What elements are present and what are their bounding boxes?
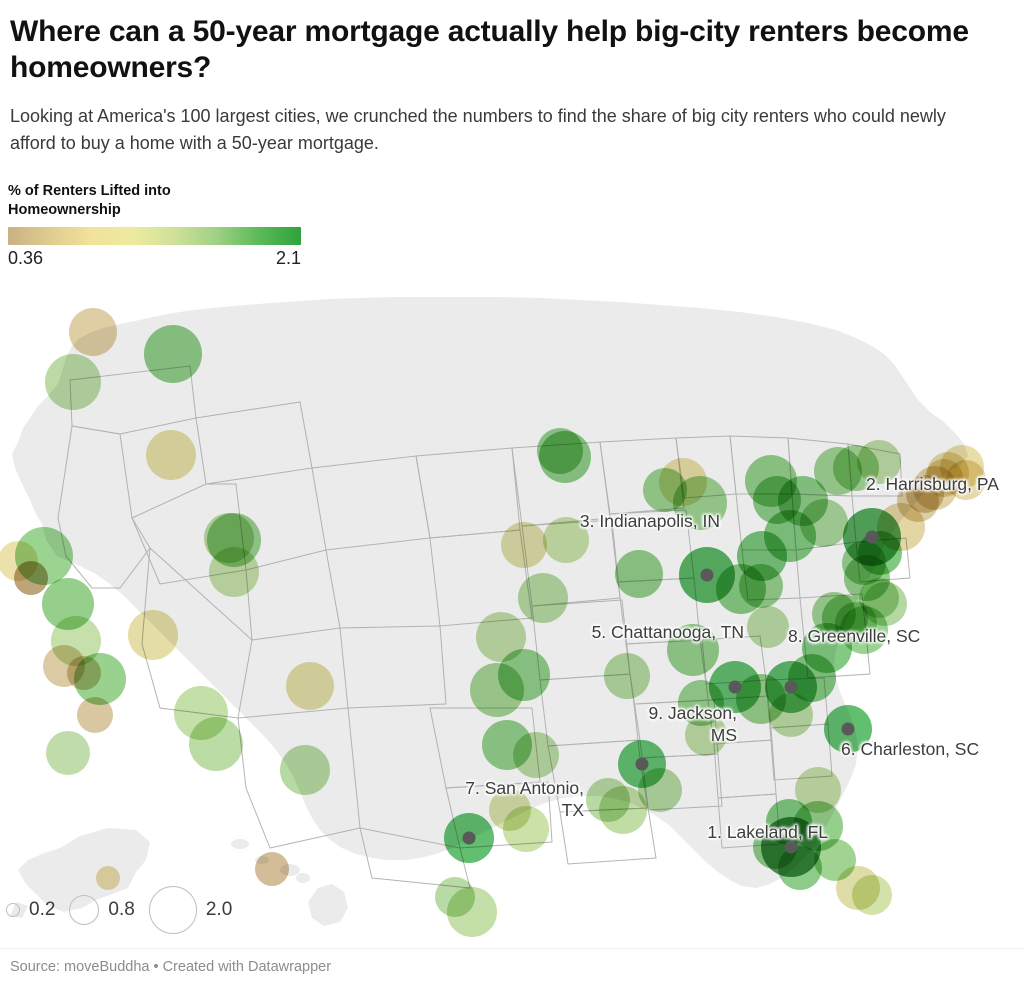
bubble-layer[interactable] xyxy=(0,308,986,937)
highlight-center-dot xyxy=(784,680,798,694)
map-bubble[interactable] xyxy=(795,767,841,813)
map-bubble[interactable] xyxy=(476,612,526,662)
usa-landmass xyxy=(12,297,968,888)
page-title: Where can a 50-year mortgage actually he… xyxy=(10,15,969,84)
map-bubble[interactable] xyxy=(146,430,196,480)
map-bubble[interactable] xyxy=(604,653,650,699)
map-bubble[interactable] xyxy=(667,624,719,676)
map-bubble[interactable] xyxy=(128,610,178,660)
size-legend-label: 0.2 xyxy=(29,899,56,920)
map-bubble[interactable] xyxy=(586,778,630,822)
size-legend-symbol xyxy=(148,886,197,934)
highlight-center-dot xyxy=(462,831,476,845)
map-bubble[interactable] xyxy=(685,714,727,756)
color-legend-title: % of Renters Lifted into Homeownership xyxy=(8,183,171,218)
highlight-center-dot xyxy=(784,840,798,854)
map-bubble[interactable] xyxy=(501,522,547,568)
map-bubble[interactable] xyxy=(144,325,202,383)
map-bubble[interactable] xyxy=(280,745,330,795)
basemap-states xyxy=(12,297,968,888)
map-bubble[interactable] xyxy=(778,846,822,890)
size-legend-symbol xyxy=(69,895,100,925)
map-bubble[interactable] xyxy=(46,731,90,775)
map-bubble[interactable] xyxy=(857,440,901,484)
map-bubble[interactable] xyxy=(189,717,243,771)
map-bubble[interactable] xyxy=(643,468,687,512)
color-legend-max-label: 2.1 xyxy=(275,248,301,268)
map-bubble[interactable] xyxy=(537,428,583,474)
map-bubble[interactable] xyxy=(14,561,48,595)
size-legend-symbol xyxy=(6,903,20,917)
color-legend-ticks: 0.36 2.1 xyxy=(8,248,301,270)
map-bubble[interactable] xyxy=(946,460,986,500)
map-bubble[interactable] xyxy=(638,768,682,812)
map-bubble[interactable] xyxy=(747,606,789,648)
alaska-inset xyxy=(10,828,150,918)
color-legend: % of Renters Lifted into Homeownership 0… xyxy=(8,182,308,270)
map-bubble[interactable] xyxy=(74,653,126,705)
map-bubble[interactable] xyxy=(204,513,254,563)
size-legend: 0.2 0.8 2.0 xyxy=(6,886,246,934)
map-bubble[interactable] xyxy=(255,852,289,886)
map-bubble[interactable] xyxy=(435,877,475,917)
map-bubble[interactable] xyxy=(286,662,334,710)
map-bubble[interactable] xyxy=(96,866,120,890)
highlight-center-dot xyxy=(841,722,855,736)
size-legend-label: 0.8 xyxy=(108,899,135,920)
map-bubble[interactable] xyxy=(518,573,568,623)
highlight-center-dot xyxy=(700,568,714,582)
color-legend-gradient-bar xyxy=(8,227,301,245)
highlight-center-dot xyxy=(865,530,879,544)
symbol-map[interactable]: 1. Lakeland, FL 2. Harrisburg, PA 3. India… xyxy=(0,288,1024,948)
map-bubble[interactable] xyxy=(745,455,797,507)
map-bubble[interactable] xyxy=(812,592,856,636)
size-legend-label: 2.0 xyxy=(205,899,233,920)
source-credit: Source: moveBuddha • Created with Datawr… xyxy=(10,959,332,975)
map-bubble[interactable] xyxy=(615,550,663,598)
hawaii-inset xyxy=(231,839,348,926)
highlight-center-dot xyxy=(728,680,742,694)
map-svg xyxy=(0,297,986,937)
page-subtitle: Looking at America's 100 largest cities,… xyxy=(10,106,946,153)
map-bubble[interactable] xyxy=(69,308,117,356)
highlight-center-dot xyxy=(635,757,649,771)
color-legend-min-label: 0.36 xyxy=(8,248,44,268)
footer-divider xyxy=(0,948,1024,949)
map-bubble[interactable] xyxy=(678,680,724,726)
map-bubble[interactable] xyxy=(503,806,549,852)
map-bubble[interactable] xyxy=(852,875,892,915)
map-bubble[interactable] xyxy=(769,693,813,737)
map-bubble[interactable] xyxy=(739,564,783,608)
highlight-dot-layer xyxy=(462,530,879,854)
map-bubble[interactable] xyxy=(77,697,113,733)
map-bubble[interactable] xyxy=(45,354,101,410)
map-bubble[interactable] xyxy=(814,839,856,881)
map-bubble[interactable] xyxy=(498,649,550,701)
map-bubble[interactable] xyxy=(543,517,589,563)
map-bubble[interactable] xyxy=(513,732,559,778)
